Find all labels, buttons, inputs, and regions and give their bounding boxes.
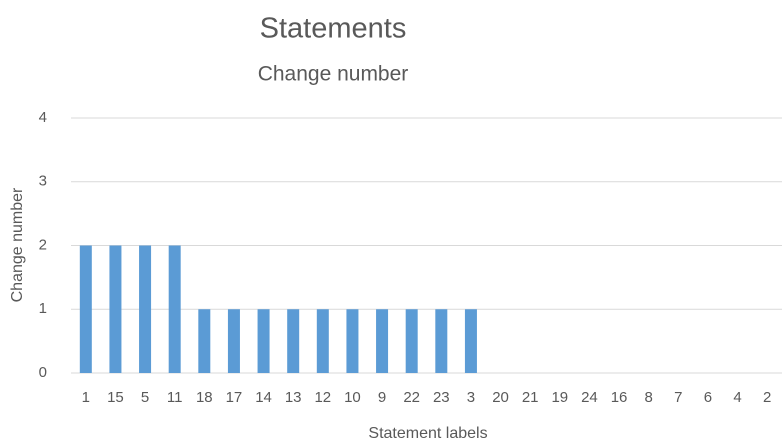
- bar: [109, 245, 122, 373]
- y-tick-label: 4: [39, 109, 47, 126]
- x-axis-label: Statement labels: [368, 425, 487, 442]
- y-tick-label: 1: [39, 300, 47, 317]
- x-tick-label: 5: [141, 389, 149, 406]
- bar: [79, 245, 92, 373]
- bar: [376, 309, 389, 373]
- bar: [405, 309, 418, 373]
- chart-subtitle: Change number: [258, 63, 409, 86]
- x-tick-label: 4: [733, 389, 741, 406]
- x-tick-label: 6: [704, 389, 712, 406]
- x-tick-label: 24: [581, 389, 598, 406]
- x-tick-label: 17: [226, 389, 243, 406]
- x-tick-label: 7: [674, 389, 682, 406]
- x-tick-label: 23: [433, 389, 450, 406]
- bar: [287, 309, 300, 373]
- bar: [316, 309, 329, 373]
- chart-title: Statements: [260, 13, 407, 45]
- x-tick-label: 14: [255, 389, 272, 406]
- bar: [168, 245, 181, 373]
- x-tick-label: 2: [763, 389, 771, 406]
- bar: [346, 309, 359, 373]
- bar: [227, 309, 240, 373]
- y-tick-label: 3: [39, 173, 47, 190]
- x-tick-label: 10: [344, 389, 361, 406]
- x-tick-label: 11: [167, 389, 183, 406]
- bar: [435, 309, 448, 373]
- bar: [198, 309, 211, 373]
- x-tick-label: 3: [467, 389, 475, 406]
- x-tick-label: 16: [611, 389, 628, 406]
- x-tick-label: 15: [107, 389, 124, 406]
- x-tick-label: 1: [82, 389, 90, 406]
- x-tick-label: 8: [645, 389, 653, 406]
- x-tick-label: 18: [196, 389, 213, 406]
- x-tick-label: 12: [314, 389, 331, 406]
- x-tick-label: 22: [403, 389, 420, 406]
- x-tick-label: 20: [492, 389, 509, 406]
- x-tick-label: 13: [285, 389, 302, 406]
- y-tick-label: 2: [39, 236, 47, 253]
- y-tick-label: 0: [39, 364, 47, 381]
- x-tick-label: 21: [522, 389, 539, 406]
- bar: [464, 309, 477, 373]
- x-tick-label: 9: [378, 389, 386, 406]
- x-tick-label: 19: [551, 389, 568, 406]
- bar: [139, 245, 152, 373]
- y-axis-label: Change number: [9, 187, 26, 302]
- bar: [257, 309, 270, 373]
